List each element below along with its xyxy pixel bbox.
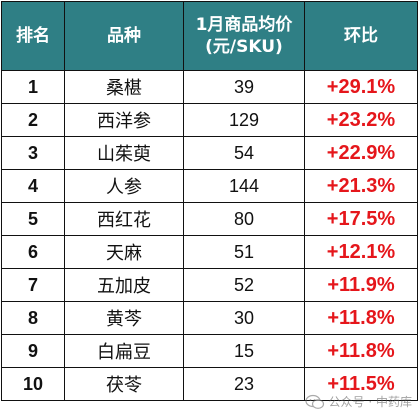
table-row: 7 五加皮 52 +11.9% [1,268,418,302]
change-cell: +11.9% [304,268,418,302]
rank-cell: 6 [1,235,65,269]
price-cell: 129 [183,103,305,137]
rank-cell: 9 [1,334,65,368]
rank-cell: 4 [1,169,65,203]
table-row: 1 桑椹 39 +29.1% [1,70,418,104]
change-cell: +11.8% [304,334,418,368]
price-cell: 144 [183,169,305,203]
table-row: 5 西红花 80 +17.5% [1,202,418,236]
price-cell: 51 [183,235,305,269]
header-name: 品种 [64,1,184,71]
name-cell: 茯苓 [64,367,184,401]
header-rank: 排名 [1,1,65,71]
name-cell: 西红花 [64,202,184,236]
rank-cell: 5 [1,202,65,236]
price-cell: 80 [183,202,305,236]
change-cell: +17.5% [304,202,418,236]
rank-cell: 10 [1,367,65,401]
change-cell: +12.1% [304,235,418,269]
name-cell: 黄芩 [64,301,184,335]
change-cell: +21.3% [304,169,418,203]
name-cell: 五加皮 [64,268,184,302]
price-cell: 39 [183,70,305,104]
change-cell: +11.8% [304,301,418,335]
table-row: 8 黄芩 30 +11.8% [1,301,418,335]
rank-cell: 3 [1,136,65,170]
table-row: 3 山茱萸 54 +22.9% [1,136,418,170]
rank-cell: 8 [1,301,65,335]
price-cell: 15 [183,334,305,368]
table-header-row: 排名 品种 1月商品均价 (元/SKU) 环比 [1,1,418,71]
name-cell: 桑椹 [64,70,184,104]
table-row: 2 西洋参 129 +23.2% [1,103,418,137]
header-change: 环比 [304,1,418,71]
name-cell: 山茱萸 [64,136,184,170]
name-cell: 白扁豆 [64,334,184,368]
table-row: 9 白扁豆 15 +11.8% [1,334,418,368]
change-cell: +11.5% [304,367,418,401]
price-cell: 54 [183,136,305,170]
rank-cell: 2 [1,103,65,137]
name-cell: 天麻 [64,235,184,269]
table-row: 10 茯苓 23 +11.5% [1,367,418,401]
price-cell: 30 [183,301,305,335]
change-cell: +29.1% [304,70,418,104]
header-price-line2: (元/SKU) [205,37,283,57]
table-row: 6 天麻 51 +12.1% [1,235,418,269]
name-cell: 人参 [64,169,184,203]
header-price: 1月商品均价 (元/SKU) [183,1,305,71]
change-cell: +23.2% [304,103,418,137]
price-cell: 23 [183,367,305,401]
rank-cell: 1 [1,70,65,104]
change-cell: +22.9% [304,136,418,170]
header-price-line1: 1月商品均价 [195,15,293,35]
table-row: 4 人参 144 +21.3% [1,169,418,203]
name-cell: 西洋参 [64,103,184,137]
price-ranking-table: 排名 品种 1月商品均价 (元/SKU) 环比 1 桑椹 39 +29.1% 2… [1,1,418,401]
price-cell: 52 [183,268,305,302]
rank-cell: 7 [1,268,65,302]
